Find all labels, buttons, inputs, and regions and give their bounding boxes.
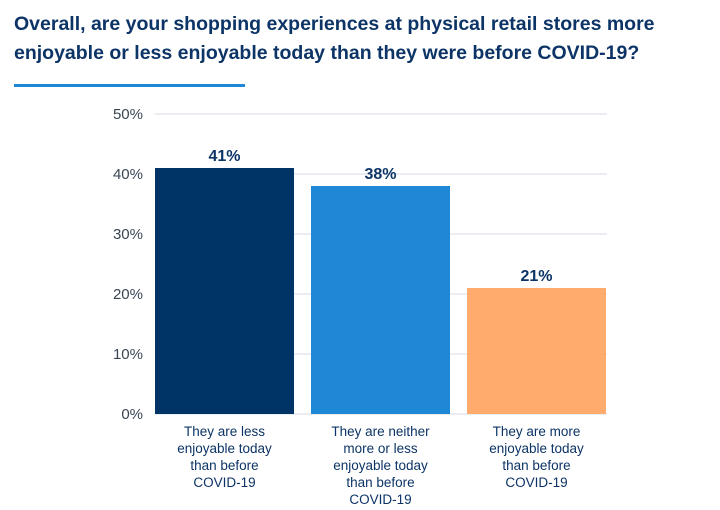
x-axis-categories: They are less enjoyable today than before C…	[177, 424, 584, 507]
x-category-line: enjoyable today	[489, 441, 584, 456]
data-label: 41%	[208, 148, 240, 165]
x-category-line: than before	[190, 458, 258, 473]
data-label: 38%	[364, 166, 396, 183]
y-tick-label: 0%	[121, 406, 143, 423]
x-category-line: They are more	[493, 424, 581, 439]
bars	[155, 168, 606, 414]
y-tick-label: 10%	[113, 346, 143, 363]
x-category-label: They are less enjoyable today than before C…	[177, 424, 272, 490]
x-category-line: They are neither	[331, 424, 430, 439]
x-category-label: They are more enjoyable today than before C…	[489, 424, 584, 490]
x-category-line: COVID-19	[349, 492, 411, 507]
x-category-label: They are neither more or less enjoyable to…	[331, 424, 430, 507]
y-axis-ticks: 0% 10% 20% 30% 40% 50%	[113, 106, 143, 423]
x-category-line: than before	[502, 458, 570, 473]
title-accent-rule	[14, 84, 245, 87]
bar	[311, 186, 450, 414]
y-tick-label: 40%	[113, 166, 143, 183]
y-tick-label: 20%	[113, 286, 143, 303]
data-label: 21%	[520, 268, 552, 285]
x-category-line: enjoyable today	[333, 458, 428, 473]
x-category-line: COVID-19	[193, 475, 255, 490]
x-category-line: They are less	[184, 424, 265, 439]
x-category-line: than before	[346, 475, 414, 490]
x-category-line: more or less	[343, 441, 418, 456]
y-tick-label: 30%	[113, 226, 143, 243]
bar	[155, 168, 294, 414]
x-category-line: COVID-19	[505, 475, 567, 490]
y-tick-label: 50%	[113, 106, 143, 123]
chart-title: Overall, are your shopping experiences a…	[14, 13, 655, 64]
x-category-line: enjoyable today	[177, 441, 272, 456]
bar	[467, 288, 606, 414]
data-labels: 41% 38% 21%	[208, 148, 552, 285]
